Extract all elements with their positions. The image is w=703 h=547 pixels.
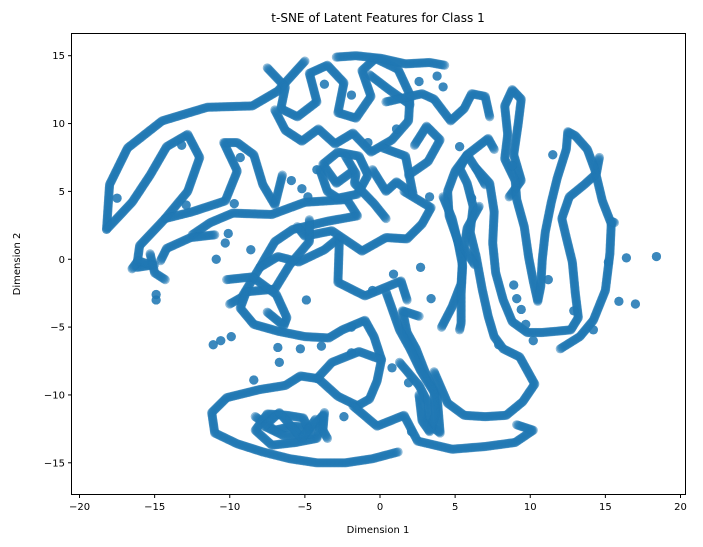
point-cluster xyxy=(160,137,287,224)
data-point xyxy=(225,299,235,309)
data-point xyxy=(393,447,403,457)
data-point xyxy=(310,414,320,424)
data-point xyxy=(300,56,310,66)
data-point xyxy=(270,105,280,115)
data-point xyxy=(414,390,424,400)
data-point xyxy=(262,307,272,317)
data-point xyxy=(156,256,166,266)
data-point xyxy=(440,60,450,70)
data-point xyxy=(277,170,287,180)
data-point xyxy=(414,311,424,321)
chart-title: t-SNE of Latent Features for Class 1 xyxy=(271,11,484,25)
data-point xyxy=(485,112,495,122)
data-point xyxy=(470,260,480,270)
data-point xyxy=(322,433,333,443)
data-point xyxy=(455,325,465,335)
data-point xyxy=(376,355,387,365)
scatter-marks xyxy=(101,51,662,468)
data-point xyxy=(402,295,412,305)
data-point xyxy=(609,218,619,228)
data-point xyxy=(512,420,522,430)
data-point xyxy=(489,144,499,154)
